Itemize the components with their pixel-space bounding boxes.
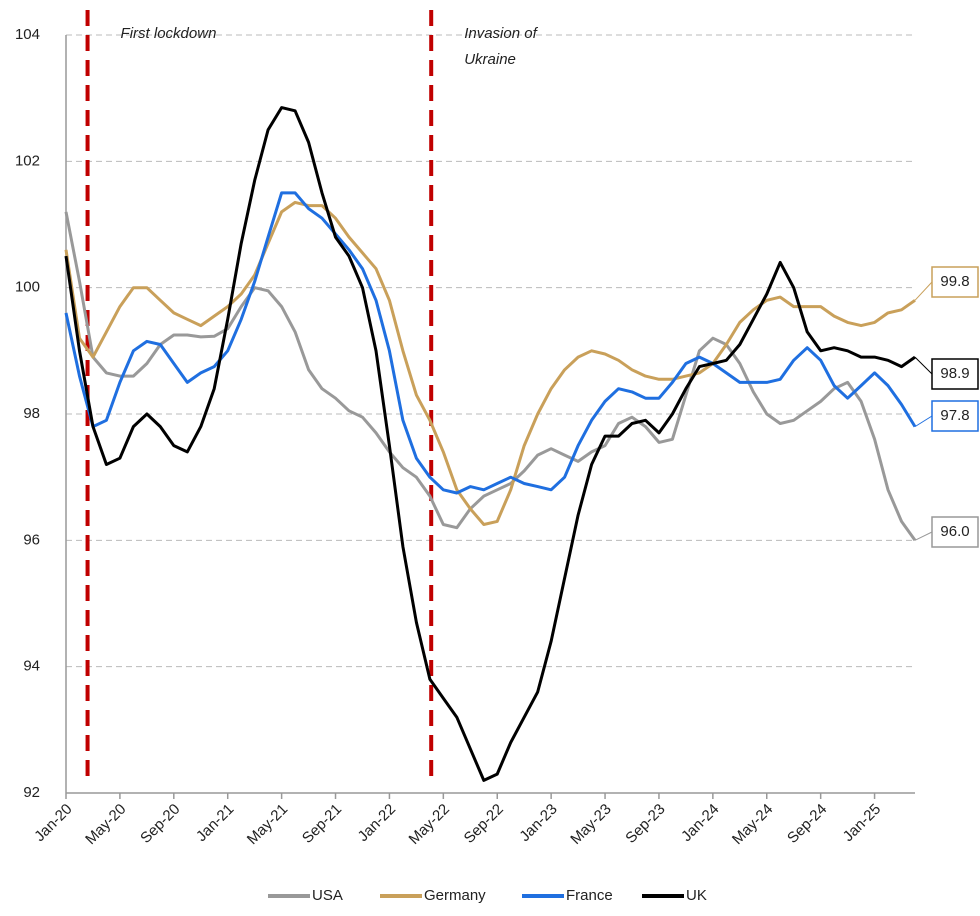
x-tick-label: Jan-21	[193, 801, 237, 845]
x-tick-label: Jan-22	[355, 801, 399, 845]
x-tick-label: Sep-21	[299, 801, 345, 847]
y-tick-label: 98	[23, 405, 40, 422]
x-tick-label: Sep-20	[137, 801, 183, 847]
y-tick-label: 92	[23, 784, 40, 801]
series-line	[64, 106, 916, 782]
series-line	[64, 211, 917, 542]
series-line	[64, 191, 917, 495]
y-tick-label: 104	[15, 26, 40, 43]
x-tick-label: Jan-23	[516, 801, 560, 845]
end-label-connector	[914, 281, 933, 301]
x-tick-label: May-22	[406, 801, 453, 848]
end-label-connector	[914, 531, 933, 541]
x-tick-label: Sep-22	[461, 801, 507, 847]
series-line	[64, 200, 916, 526]
x-tick-label: May-23	[567, 801, 614, 848]
end-label: 97.8	[940, 407, 969, 424]
legend-label: Germany	[424, 887, 486, 904]
y-tick-label: 102	[15, 152, 40, 169]
x-tick-label: Sep-24	[784, 801, 830, 847]
legend-label: UK	[686, 887, 707, 904]
annotation: Ukraine	[464, 51, 516, 68]
x-tick-label: May-21	[244, 801, 291, 848]
x-tick-label: Jan-24	[678, 801, 722, 845]
end-label: 98.9	[940, 365, 969, 382]
y-tick-label: 100	[15, 279, 40, 296]
annotation: Invasion of	[464, 25, 538, 42]
x-tick-label: Sep-23	[622, 801, 668, 847]
legend-label: France	[566, 887, 613, 904]
x-tick-label: Jan-20	[31, 801, 75, 845]
end-label: 99.8	[940, 273, 969, 290]
end-label-connector	[914, 415, 933, 428]
x-tick-label: May-20	[82, 801, 129, 848]
y-tick-label: 96	[23, 531, 40, 548]
legend-label: USA	[312, 887, 343, 904]
x-tick-label: May-24	[729, 801, 776, 848]
end-label-connector	[914, 356, 933, 375]
end-label: 96.0	[940, 523, 969, 540]
y-tick-label: 94	[23, 658, 40, 675]
end-label-box	[931, 358, 979, 390]
end-label-box	[931, 400, 979, 432]
end-label-box	[931, 516, 979, 548]
end-label-box	[931, 266, 979, 298]
annotation: First lockdown	[121, 25, 217, 42]
x-tick-label: Jan-25	[840, 801, 884, 845]
